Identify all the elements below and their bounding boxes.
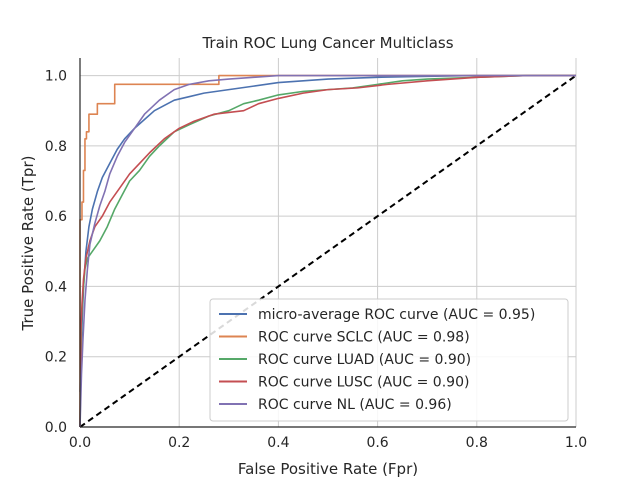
- tick-labels: 0.0 0.2 0.4 0.6 0.8 1.0 0.0 0.2 0.4 0.6 0.8 1.0: [45, 69, 587, 451]
- reference-line-group: [79, 74, 577, 428]
- legend-box: [209, 298, 569, 422]
- roc-series-line-1: [79, 74, 576, 427]
- legend-label-2: ROC curve LUAD (AUC = 0.90): [258, 352, 471, 368]
- legend-label-1: ROC curve SCLC (AUC = 0.98): [258, 330, 470, 346]
- x-tick-label: 0.4: [267, 435, 289, 451]
- legend: micro-average ROC curve (AUC = 0.95) ROC …: [209, 298, 569, 422]
- roc-series-line-3: [79, 74, 576, 428]
- legend-label-3: ROC curve LUSC (AUC = 0.90): [258, 375, 469, 391]
- series-group: [79, 74, 576, 428]
- y-axis-label: True Positive Rate (Tpr): [19, 156, 37, 332]
- x-tick-label: 0.2: [168, 435, 190, 451]
- x-tick-label: 1.0: [565, 435, 587, 451]
- legend-label-4: ROC curve NL (AUC = 0.96): [258, 397, 452, 413]
- x-axis-label: False Positive Rate (Fpr): [238, 460, 418, 478]
- y-tick-label: 0.6: [45, 209, 67, 225]
- x-tick-label: 0.6: [366, 435, 388, 451]
- axes-group: [79, 58, 576, 428]
- chart-title: Train ROC Lung Cancer Multiclass: [201, 34, 453, 52]
- x-tick-label: 0.0: [69, 435, 91, 451]
- chance-reference-line: [79, 74, 577, 428]
- y-tick-label: 0.0: [45, 420, 67, 436]
- roc-series-line-4: [79, 74, 576, 428]
- roc-series-line-2: [79, 74, 576, 428]
- x-tick-label: 0.8: [466, 435, 488, 451]
- y-tick-label: 0.2: [45, 350, 67, 366]
- y-tick-label: 1.0: [45, 69, 67, 85]
- y-tick-label: 0.8: [45, 139, 67, 155]
- y-tick-label: 0.4: [45, 279, 67, 295]
- legend-label-0: micro-average ROC curve (AUC = 0.95): [258, 307, 535, 323]
- roc-series-line-0: [79, 74, 576, 392]
